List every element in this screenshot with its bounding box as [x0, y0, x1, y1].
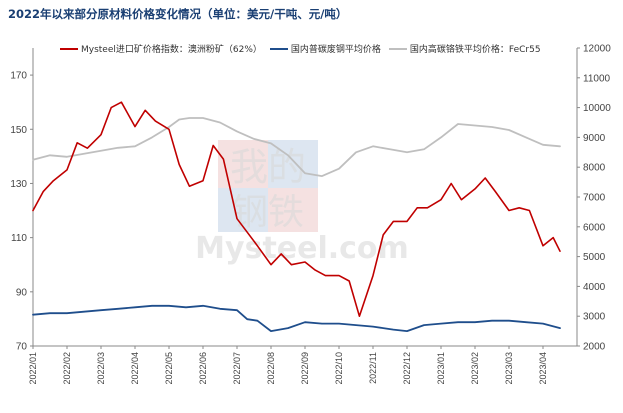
axes: 70 90 110 130 150 170 2000 3000 4000 5000 6000 7000…	[10, 44, 611, 385]
x-tick-label: 2022/11	[368, 352, 378, 384]
y-right-tick-label: 7000	[583, 193, 606, 204]
watermark-line2: 钢铁	[232, 192, 304, 233]
x-tick-label: 2022/01	[28, 352, 38, 385]
chart-legend: Mysteel进口矿价格指数：澳洲粉矿（62%） 国内普碳废钢平均价格 国内高碳…	[60, 42, 549, 55]
y-right-tick-label: 5000	[583, 252, 606, 263]
x-tick-label: 2022/08	[266, 352, 276, 385]
x-tick-label: 2023/03	[504, 352, 514, 385]
y-right-tick-label: 8000	[583, 163, 606, 174]
y-right-tick-label: 3000	[583, 312, 606, 323]
legend-swatch-scrap-steel	[269, 47, 288, 50]
y-right-tick-label: 11000	[583, 73, 611, 84]
x-tick-label: 2022/06	[198, 352, 208, 385]
watermark-brand: Mysteel.com	[195, 231, 409, 266]
x-tick-label: 2022/10	[334, 352, 344, 385]
legend-item-scrap-steel: 国内普碳废钢平均价格	[269, 42, 381, 55]
series-layer	[32, 101, 561, 333]
x-tick-label: 2023/02	[470, 352, 480, 385]
legend-label-iron-ore: Mysteel进口矿价格指数：澳洲粉矿（62%）	[81, 45, 262, 55]
x-tick-label: 2023/01	[436, 352, 446, 385]
legend-swatch-iron-ore	[60, 47, 78, 50]
watermark-line1: 我的	[230, 145, 306, 189]
chart-title: 2022年以来部分原材料价格变化情况（单位：美元/干吨、元/吨）	[8, 7, 348, 21]
series-line-iron-ore	[32, 101, 561, 318]
y-right-tick-label: 6000	[583, 222, 606, 233]
watermark-block-4	[268, 188, 318, 232]
legend-label-ferrochrome: 国内高碳铬铁平均价格：FeCr55	[409, 45, 541, 55]
y-left-tick-label: 90	[16, 287, 28, 298]
series-line-ferrochrome	[32, 117, 561, 178]
x-tick-label: 2022/12	[402, 352, 412, 385]
x-tick-label: 2022/04	[130, 352, 140, 385]
x-tick-label: 2022/07	[232, 352, 242, 385]
y-right-tick-label: 2000	[583, 342, 606, 353]
legend-label-scrap-steel: 国内普碳废钢平均价格	[290, 45, 381, 55]
legend-item-ferrochrome: 国内高碳铬铁平均价格：FeCr55	[388, 42, 541, 55]
y-right-tick-label: 10000	[583, 103, 611, 114]
series-line-scrap-steel	[32, 304, 561, 333]
y-left-tick-label: 150	[10, 125, 27, 136]
y-right-tick-label: 9000	[583, 133, 606, 144]
watermark-block-3	[218, 188, 268, 232]
y-left-tick-label: 110	[11, 233, 27, 244]
y-left-tick-label: 70	[16, 342, 28, 353]
y-right-tick-label: 4000	[583, 282, 606, 293]
x-tick-label: 2022/05	[164, 352, 174, 385]
y-left-tick-label: 130	[10, 179, 27, 190]
watermark: 我的 钢铁 Mysteel.com	[195, 140, 409, 266]
watermark-block-1	[218, 140, 268, 188]
x-tick-label: 2023/04	[538, 352, 548, 385]
y-right-tick-label: 12000	[583, 44, 611, 55]
legend-swatch-ferrochrome	[388, 47, 407, 50]
x-tick-label: 2022/09	[300, 352, 310, 385]
x-tick-label: 2022/03	[96, 352, 106, 385]
legend-item-iron-ore: Mysteel进口矿价格指数：澳洲粉矿（62%）	[60, 42, 262, 55]
y-left-tick-label: 170	[10, 71, 27, 82]
x-tick-label: 2022/02	[62, 352, 72, 385]
